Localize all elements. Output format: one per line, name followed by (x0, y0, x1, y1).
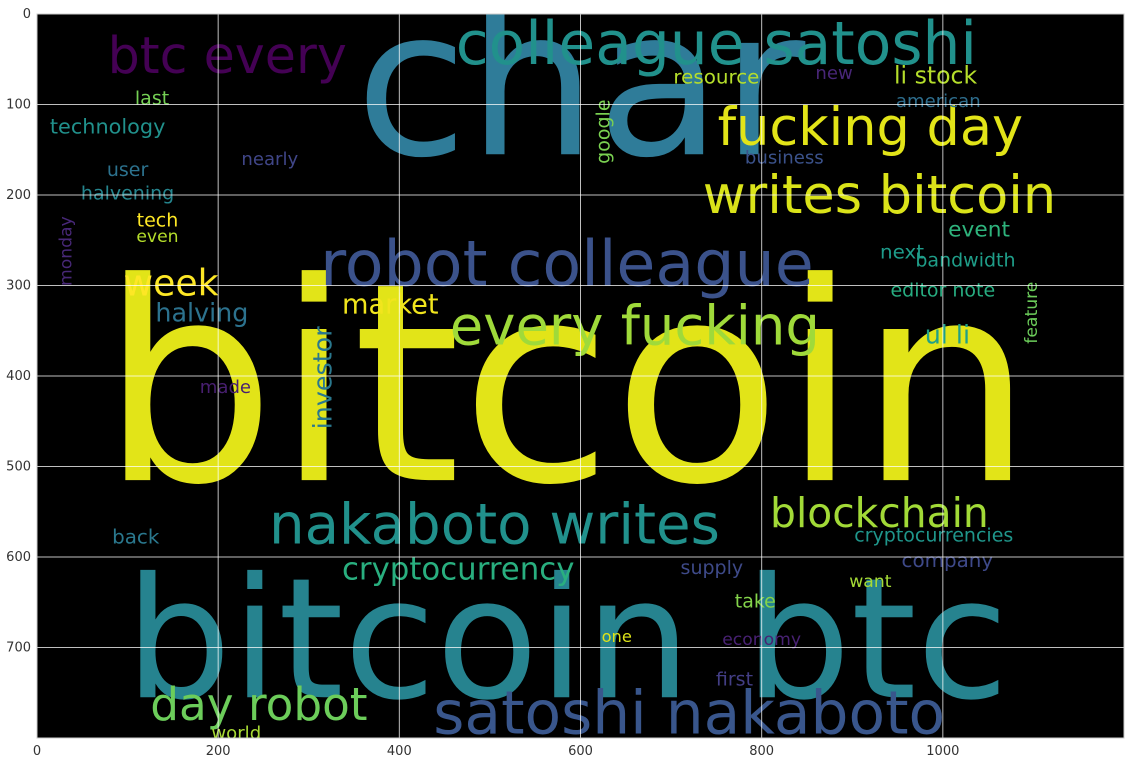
y-tick-label: 200 (6, 188, 31, 203)
word-investor: investor (307, 326, 337, 430)
word-take: take (735, 591, 776, 613)
word-technology: technology (50, 114, 165, 138)
word-cryptocurrencies: cryptocurrencies (854, 525, 1013, 547)
word-fucking-day: fucking day (718, 97, 1023, 158)
y-tick-label: 400 (6, 369, 31, 384)
word-colleague-satoshi: colleague satoshi (456, 9, 977, 79)
x-axis-ticks: 0 200 400 600 800 1000 (33, 744, 960, 759)
word-nakaboto-writes: nakaboto writes (269, 492, 720, 557)
word-want: want (849, 572, 891, 592)
word-robot-colleague: robot colleague (320, 227, 814, 301)
word-user: user (107, 159, 149, 181)
grid-lines (37, 14, 1124, 738)
y-tick-label: 500 (6, 460, 31, 475)
word-next: next (880, 240, 924, 263)
y-tick-label: 700 (6, 641, 31, 656)
x-tick-label: 1000 (926, 744, 959, 759)
plot-frame (36, 13, 1125, 739)
word-market: market (342, 290, 439, 321)
word-first: first (716, 669, 753, 691)
word-supply: supply (681, 557, 744, 579)
x-tick-label: 400 (387, 744, 412, 759)
x-tick-label: 0 (33, 744, 41, 759)
word-one: one (602, 627, 632, 646)
word-halvening: halvening (81, 183, 174, 205)
word-halving: halving (155, 298, 248, 328)
word-blockchain: blockchain (770, 489, 989, 537)
word-satoshi-nakaboto: satoshi nakaboto (433, 678, 945, 748)
word-american: american (896, 91, 981, 112)
x-tick-label: 800 (749, 744, 774, 759)
word-li-stock: li stock (894, 62, 978, 90)
y-tick-label: 300 (6, 279, 31, 294)
word-made: made (200, 377, 251, 398)
x-tick-label: 600 (568, 744, 593, 759)
word-ul-li: ul li (925, 319, 970, 349)
y-tick-label: 0 (23, 7, 31, 22)
word-resource: resource (673, 66, 759, 89)
word-world: world (211, 723, 261, 744)
word-tech: tech (137, 210, 179, 232)
word-cryptocurrency: cryptocurrency (342, 552, 574, 588)
x-tick-label: 200 (206, 744, 231, 759)
word-company: company (902, 549, 994, 572)
word-day-robot: day robot (150, 678, 367, 731)
word-event: event (948, 218, 1010, 243)
word-nearly: nearly (241, 149, 298, 170)
y-tick-label: 600 (6, 550, 31, 565)
word-bitcoin-btc: bitcoin btc (125, 541, 1009, 737)
word-btc-every: btc every (108, 26, 347, 85)
word-last: last (135, 88, 169, 110)
word-google: google (592, 99, 614, 163)
word-week: week (124, 261, 219, 304)
y-axis-ticks: 0 100 200 300 400 500 600 700 (6, 7, 31, 656)
word-bandwidth: bandwidth (915, 249, 1015, 271)
y-tick-label: 100 (6, 98, 31, 113)
word-bitcoin: bitcoin (100, 225, 1033, 546)
word-every-fucking: every fucking (450, 294, 820, 357)
word-even: even (136, 227, 178, 247)
word-monday: monday (56, 216, 76, 286)
word-business: business (745, 147, 824, 168)
word-feature: feature (1022, 282, 1042, 344)
word-new: new (815, 63, 853, 84)
word-back: back (112, 525, 160, 548)
